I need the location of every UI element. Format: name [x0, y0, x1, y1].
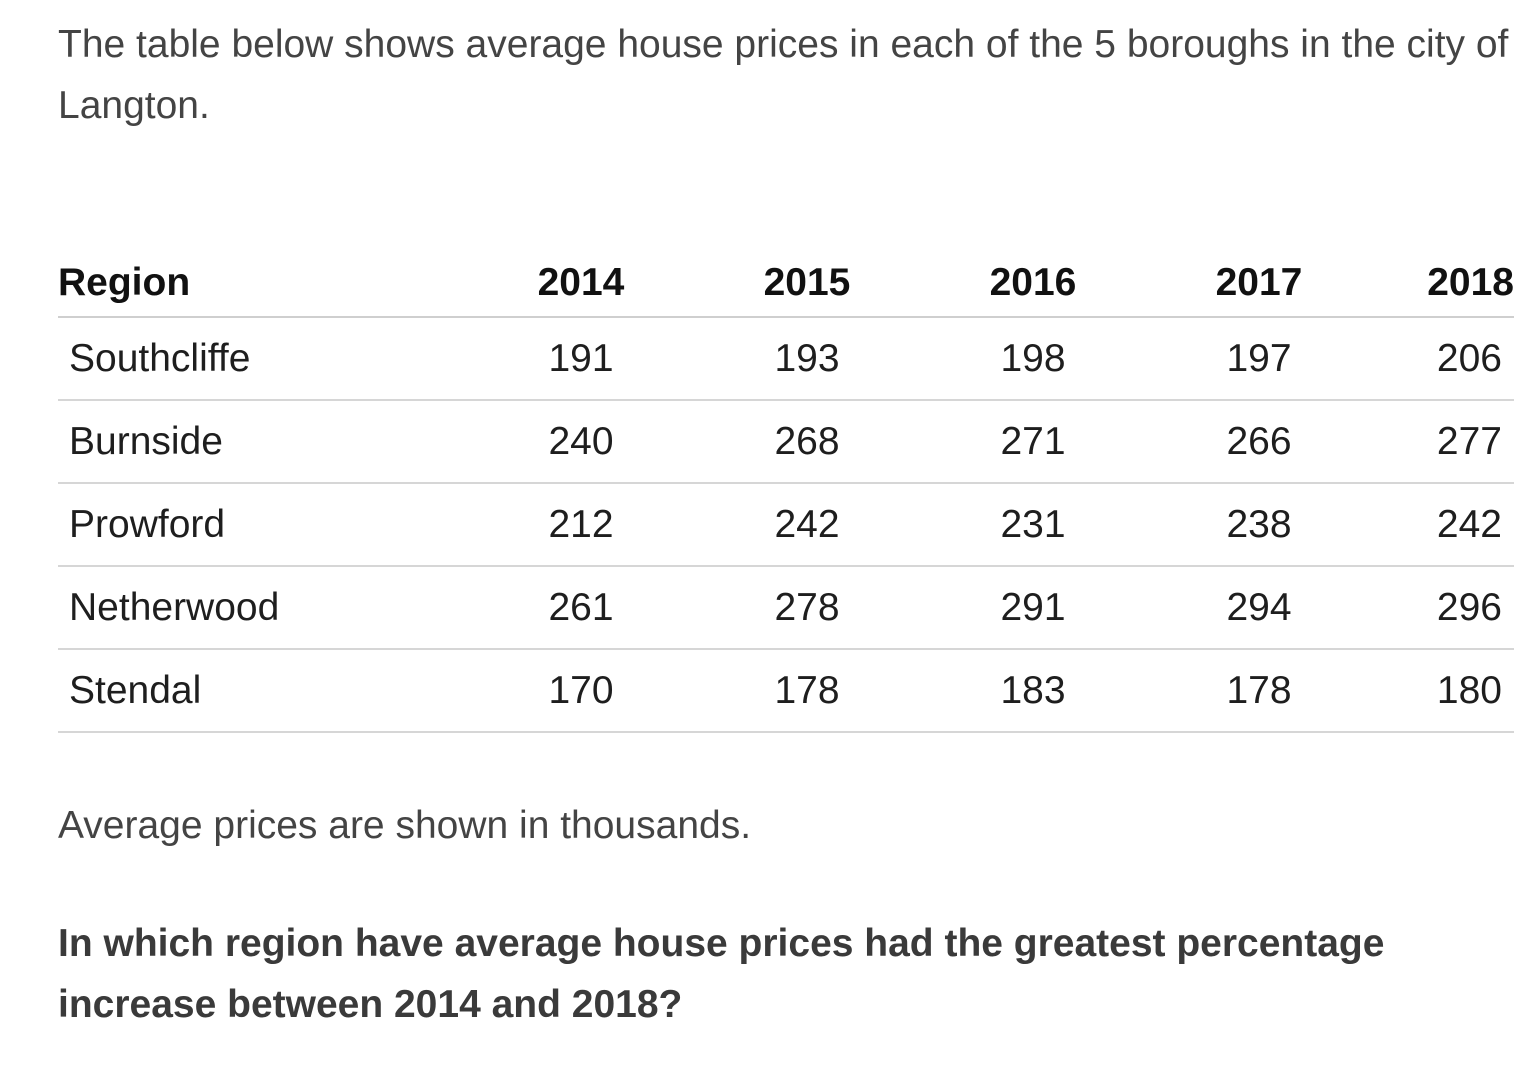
header-year-2014: 2014 — [468, 250, 694, 318]
region-name: Burnside — [58, 400, 468, 484]
intro-text: The table below shows average house pric… — [58, 23, 1509, 127]
price-cell: 197 — [1146, 317, 1372, 401]
header-year-2016: 2016 — [920, 250, 1146, 318]
units-note: Average prices are shown in thousands. — [58, 804, 752, 847]
price-cell: 198 — [920, 317, 1146, 401]
table-row: Prowford 212 242 231 238 242 — [58, 483, 1514, 567]
price-cell: 291 — [920, 566, 1146, 650]
table-row: Stendal 170 178 183 178 180 — [58, 649, 1514, 733]
region-name: Southcliffe — [58, 317, 468, 401]
house-price-table: Region 2014 2015 2016 2017 2018 Southcli… — [58, 250, 1514, 733]
price-cell: 231 — [920, 483, 1146, 567]
price-cell: 278 — [694, 566, 920, 650]
region-name: Prowford — [58, 483, 468, 567]
table-row: Netherwood 261 278 291 294 296 — [58, 566, 1514, 650]
price-cell: 271 — [920, 400, 1146, 484]
header-region: Region — [58, 250, 468, 318]
price-cell: 178 — [1146, 649, 1372, 733]
price-cell: 240 — [468, 400, 694, 484]
region-name: Stendal — [58, 649, 468, 733]
price-cell: 238 — [1146, 483, 1372, 567]
price-cell: 178 — [694, 649, 920, 733]
price-cell: 266 — [1146, 400, 1372, 484]
price-cell: 212 — [468, 483, 694, 567]
price-cell: 261 — [468, 566, 694, 650]
price-cell: 242 — [1372, 483, 1514, 567]
price-cell: 191 — [468, 317, 694, 401]
table-row: Southcliffe 191 193 198 197 206 — [58, 317, 1514, 401]
price-cell: 268 — [694, 400, 920, 484]
price-cell: 193 — [694, 317, 920, 401]
price-cell: 242 — [694, 483, 920, 567]
price-cell: 277 — [1372, 400, 1514, 484]
header-year-2017: 2017 — [1146, 250, 1372, 318]
price-cell: 294 — [1146, 566, 1372, 650]
price-cell: 180 — [1372, 649, 1514, 733]
table-header-row: Region 2014 2015 2016 2017 2018 — [58, 250, 1514, 318]
price-cell: 183 — [920, 649, 1146, 733]
price-cell: 296 — [1372, 566, 1514, 650]
table-row: Burnside 240 268 271 266 277 — [58, 400, 1514, 484]
price-cell: 206 — [1372, 317, 1514, 401]
region-name: Netherwood — [58, 566, 468, 650]
price-cell: 170 — [468, 649, 694, 733]
question-text: In which region have average house price… — [58, 922, 1385, 1026]
header-year-2018: 2018 — [1372, 250, 1514, 318]
header-year-2015: 2015 — [694, 250, 920, 318]
